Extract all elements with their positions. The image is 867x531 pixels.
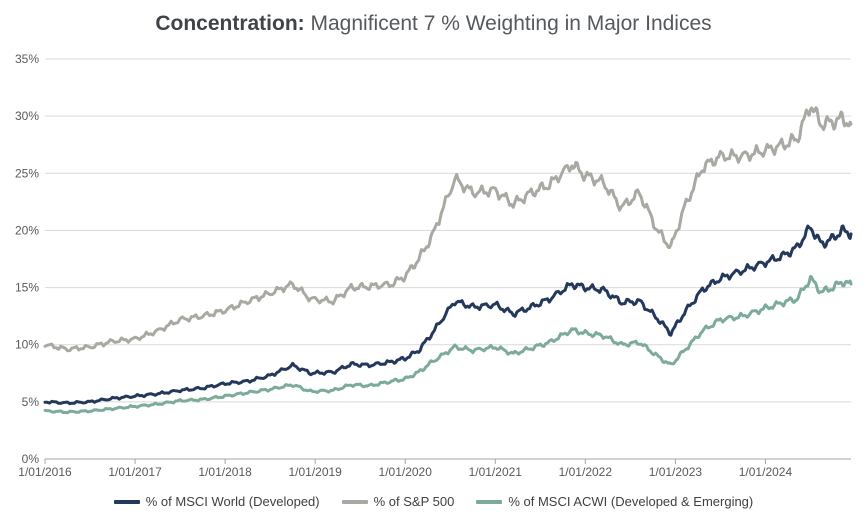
- y-tick-label: 10%: [15, 338, 39, 352]
- series-line: [43, 275, 853, 415]
- y-tick-label: 30%: [15, 109, 39, 123]
- chart-legend: % of MSCI World (Developed) % of S&P 500%…: [0, 494, 867, 509]
- y-tick-label: 25%: [15, 166, 39, 180]
- legend-item: % of MSCI ACWI (Developed & Emerging): [476, 494, 753, 509]
- legend-swatch: [113, 499, 140, 504]
- x-tick-label: 1/01/2024: [739, 465, 793, 479]
- y-tick-label: 0%: [22, 452, 40, 466]
- legend-swatch: [476, 499, 503, 504]
- x-tick-label: 1/01/2023: [649, 465, 703, 479]
- x-tick-label: 1/01/2016: [18, 465, 72, 479]
- chart-title-bold: Concentration:: [155, 12, 305, 35]
- legend-swatch: [341, 499, 368, 504]
- legend-item: % of MSCI World (Developed): [113, 494, 320, 509]
- series-line: [43, 224, 853, 406]
- x-tick-label: 1/01/2022: [559, 465, 613, 479]
- chart-title: Concentration: Magnificent 7 % Weighting…: [0, 12, 867, 36]
- y-tick-label: 5%: [22, 395, 40, 409]
- x-tick-label: 1/01/2021: [469, 465, 523, 479]
- y-tick-label: 20%: [15, 223, 39, 237]
- x-tick-label: 1/01/2020: [379, 465, 433, 479]
- series-line: [43, 106, 853, 353]
- x-tick-label: 1/01/2019: [288, 465, 342, 479]
- y-tick-label: 15%: [15, 281, 39, 295]
- y-tick-label: 35%: [15, 52, 39, 66]
- x-tick-label: 1/01/2017: [108, 465, 162, 479]
- legend-label: % of MSCI World (Developed): [145, 494, 320, 509]
- legend-label: % of S&P 500: [373, 494, 455, 509]
- legend-item: % of S&P 500: [341, 494, 455, 509]
- x-tick-label: 1/01/2018: [198, 465, 252, 479]
- chart-title-rest: Magnificent 7 % Weighting in Major Indic…: [310, 12, 712, 35]
- legend-label: % of MSCI ACWI (Developed & Emerging): [508, 494, 754, 509]
